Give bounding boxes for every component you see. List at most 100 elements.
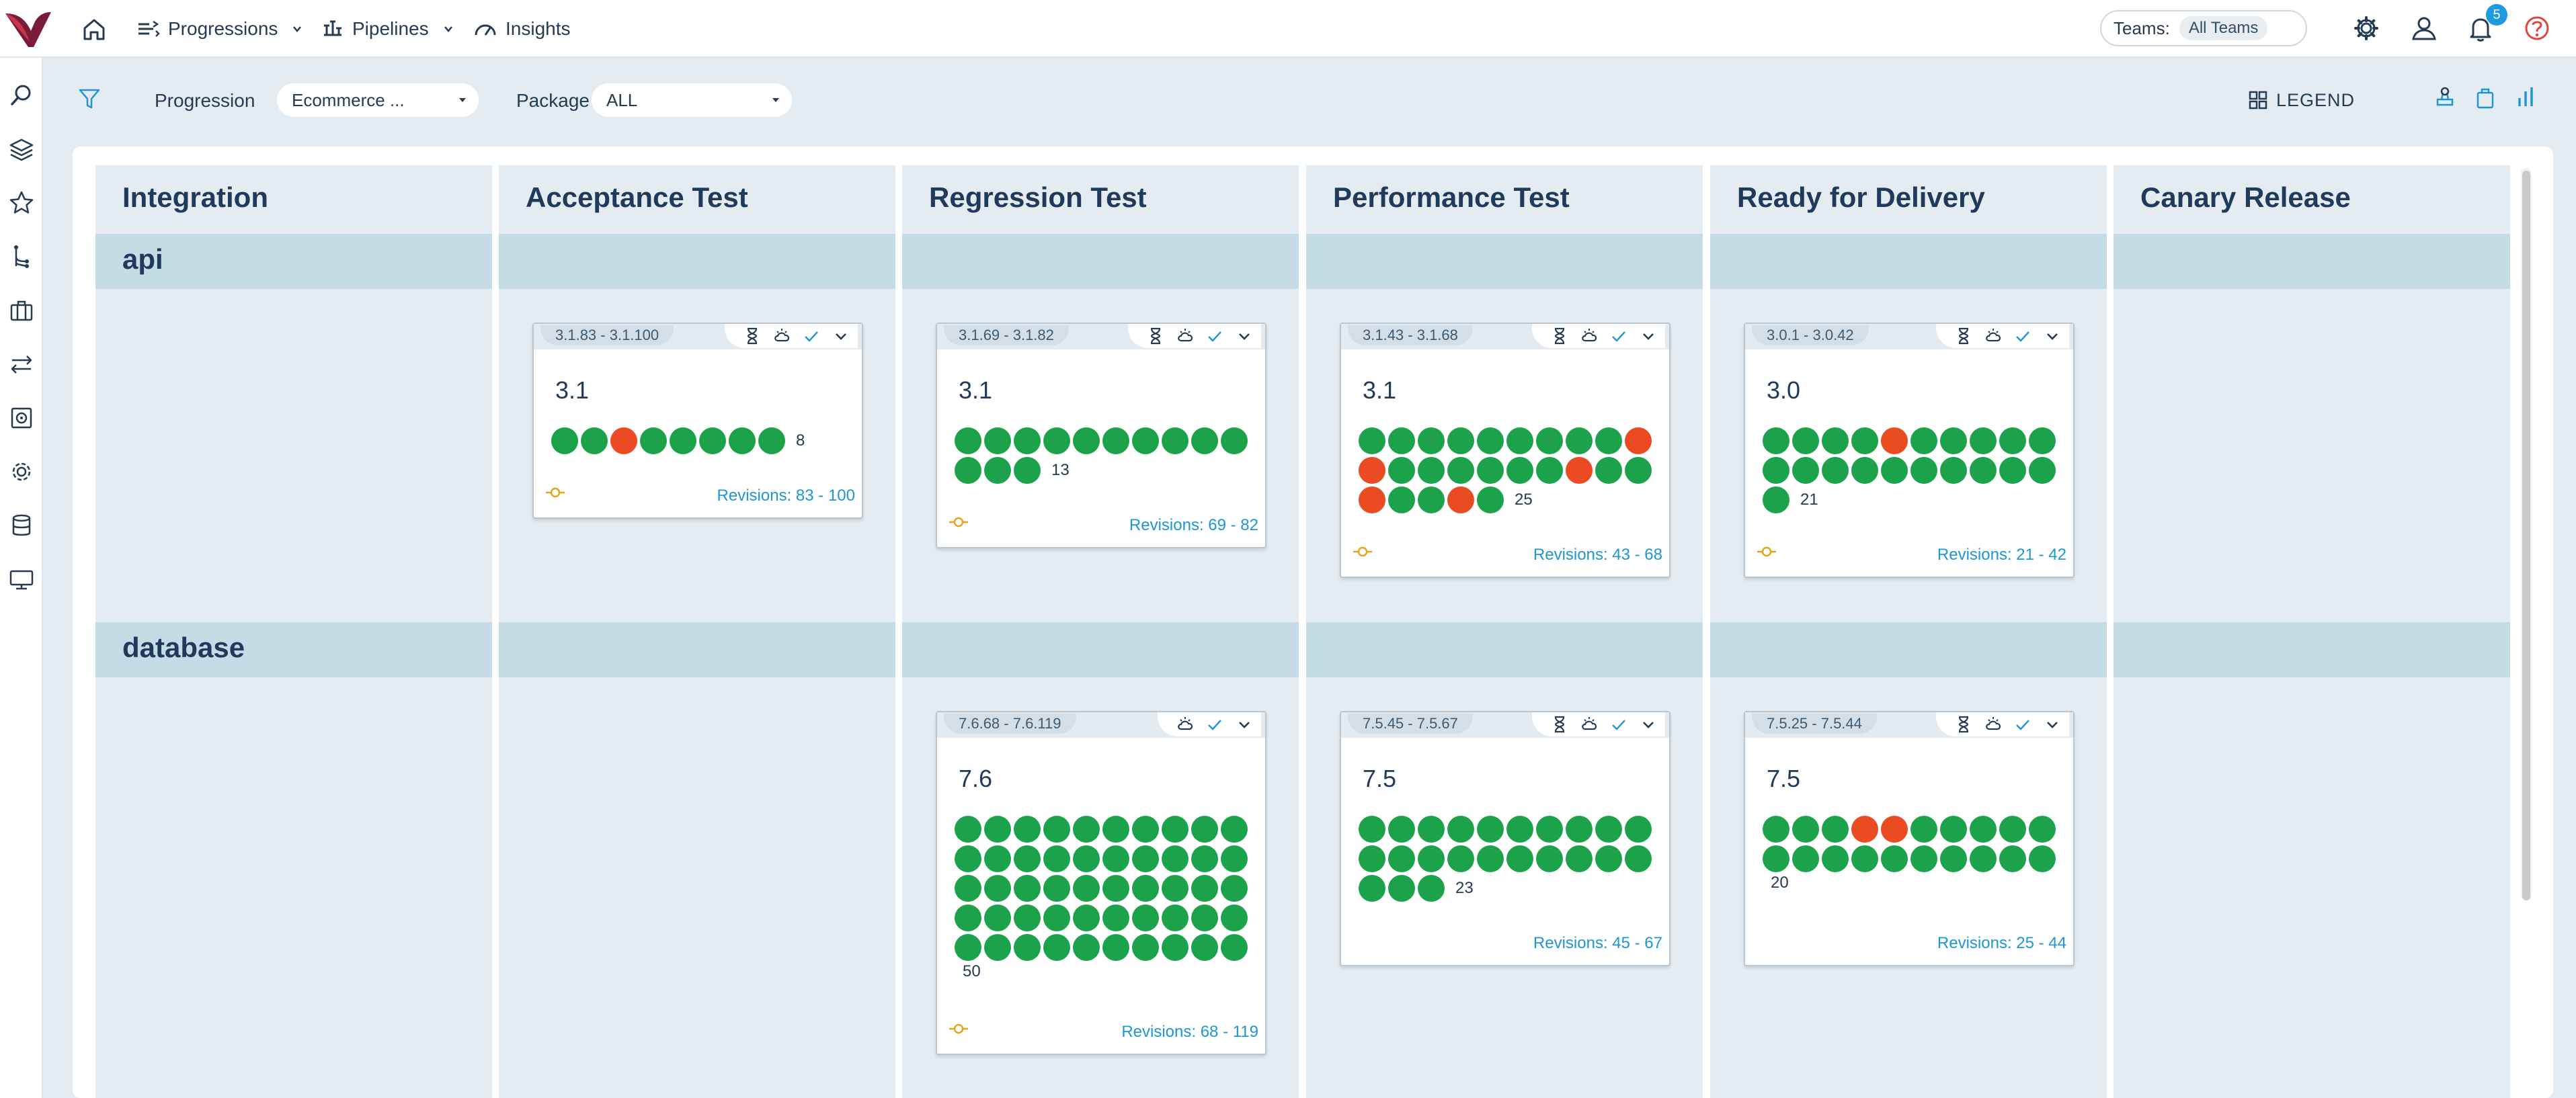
passed-build-dot[interactable] (1191, 934, 1218, 961)
revisions-link[interactable]: Revisions: 83 - 100 (717, 487, 855, 505)
monitor-icon[interactable] (8, 566, 35, 593)
passed-build-dot[interactable] (1102, 875, 1129, 902)
passed-build-dot[interactable] (955, 427, 981, 454)
passed-build-dot[interactable] (1763, 427, 1789, 454)
nav-progressions[interactable]: Progressions (137, 0, 303, 58)
passed-build-dot[interactable] (984, 934, 1011, 961)
passed-build-dot[interactable] (1536, 816, 1563, 843)
passed-build-dot[interactable] (1102, 845, 1129, 872)
passed-build-dot[interactable] (1477, 427, 1504, 454)
passed-build-dot[interactable] (955, 875, 981, 902)
passed-build-dot[interactable] (1910, 816, 1937, 843)
progression-select[interactable]: Ecommerce ... (277, 83, 479, 117)
passed-build-dot[interactable] (955, 904, 981, 931)
settings-icon[interactable] (8, 458, 35, 485)
passed-build-dot[interactable] (1014, 875, 1041, 902)
passed-build-dot[interactable] (1073, 845, 1100, 872)
passed-build-dot[interactable] (1910, 427, 1937, 454)
passed-build-dot[interactable] (1043, 934, 1070, 961)
stamp-icon[interactable] (2432, 85, 2458, 110)
failed-build-dot[interactable] (1625, 427, 1652, 454)
passed-build-dot[interactable] (1763, 457, 1789, 484)
passed-build-dot[interactable] (1132, 904, 1159, 931)
version-card[interactable]: 7.6.68 - 7.6.119 7.6 50 Revisions: 68 - 119 (936, 711, 1266, 1055)
passed-build-dot[interactable] (1851, 845, 1878, 872)
passed-build-dot[interactable] (1162, 934, 1189, 961)
passed-build-dot[interactable] (1014, 457, 1041, 484)
briefcase-icon[interactable] (8, 297, 35, 324)
passed-build-dot[interactable] (1221, 934, 1248, 961)
passed-build-dot[interactable] (1043, 845, 1070, 872)
passed-build-dot[interactable] (1073, 904, 1100, 931)
passed-build-dot[interactable] (984, 457, 1011, 484)
passed-build-dot[interactable] (1763, 487, 1789, 513)
revisions-link[interactable]: Revisions: 68 - 119 (1121, 1023, 1258, 1041)
passed-build-dot[interactable] (1043, 816, 1070, 843)
passed-build-dot[interactable] (955, 816, 981, 843)
chevron-down-icon[interactable] (2042, 326, 2062, 346)
passed-build-dot[interactable] (1477, 816, 1504, 843)
version-card[interactable]: 3.1.69 - 3.1.82 3.1 13 Revisions: 69 - 82 (936, 323, 1266, 548)
passed-build-dot[interactable] (1162, 904, 1189, 931)
passed-build-dot[interactable] (1566, 427, 1593, 454)
transfer-icon[interactable] (8, 351, 35, 378)
passed-build-dot[interactable] (640, 427, 667, 454)
passed-build-dot[interactable] (1970, 816, 1997, 843)
passed-build-dot[interactable] (1822, 427, 1849, 454)
passed-build-dot[interactable] (1536, 427, 1563, 454)
passed-build-dot[interactable] (1940, 457, 1967, 484)
passed-build-dot[interactable] (984, 427, 1011, 454)
revisions-link[interactable]: Revisions: 43 - 68 (1533, 546, 1662, 564)
passed-build-dot[interactable] (1388, 875, 1415, 902)
passed-build-dot[interactable] (1595, 816, 1622, 843)
passed-build-dot[interactable] (1388, 487, 1415, 513)
passed-build-dot[interactable] (1102, 934, 1129, 961)
passed-build-dot[interactable] (1073, 934, 1100, 961)
revisions-link[interactable]: Revisions: 45 - 67 (1533, 934, 1662, 952)
passed-build-dot[interactable] (1447, 457, 1474, 484)
passed-build-dot[interactable] (1595, 427, 1622, 454)
passed-build-dot[interactable] (1102, 816, 1129, 843)
package-icon[interactable] (2472, 85, 2498, 110)
failed-build-dot[interactable] (1566, 457, 1593, 484)
passed-build-dot[interactable] (1191, 427, 1218, 454)
passed-build-dot[interactable] (1506, 845, 1533, 872)
passed-build-dot[interactable] (1221, 904, 1248, 931)
passed-build-dot[interactable] (1940, 427, 1967, 454)
passed-build-dot[interactable] (1388, 427, 1415, 454)
chevron-down-icon[interactable] (2042, 714, 2062, 734)
passed-build-dot[interactable] (955, 934, 981, 961)
version-card[interactable]: 7.5.25 - 7.5.44 7.5 20 Revisions: 25 - 44 (1744, 711, 2075, 966)
passed-build-dot[interactable] (1043, 904, 1070, 931)
passed-build-dot[interactable] (1999, 816, 2026, 843)
passed-build-dot[interactable] (1359, 816, 1385, 843)
passed-build-dot[interactable] (2029, 845, 2056, 872)
failed-build-dot[interactable] (1881, 427, 1908, 454)
help-icon[interactable] (2522, 13, 2552, 43)
passed-build-dot[interactable] (1162, 845, 1189, 872)
passed-build-dot[interactable] (581, 427, 608, 454)
passed-build-dot[interactable] (1388, 816, 1415, 843)
passed-build-dot[interactable] (1221, 875, 1248, 902)
passed-build-dot[interactable] (1221, 816, 1248, 843)
passed-build-dot[interactable] (1102, 427, 1129, 454)
passed-build-dot[interactable] (1418, 845, 1445, 872)
passed-build-dot[interactable] (1506, 457, 1533, 484)
passed-build-dot[interactable] (1418, 816, 1445, 843)
passed-build-dot[interactable] (1014, 845, 1041, 872)
passed-build-dot[interactable] (1536, 845, 1563, 872)
passed-build-dot[interactable] (1970, 457, 1997, 484)
passed-build-dot[interactable] (1625, 816, 1652, 843)
passed-build-dot[interactable] (1792, 427, 1819, 454)
nav-insights[interactable]: Insights (473, 0, 571, 58)
brand-logo[interactable] (4, 8, 52, 50)
passed-build-dot[interactable] (670, 427, 696, 454)
passed-build-dot[interactable] (2029, 816, 2056, 843)
version-card[interactable]: 3.1.83 - 3.1.100 3.1 8 Revisions: 83 - 100 (532, 323, 863, 519)
revisions-link[interactable]: Revisions: 69 - 82 (1129, 516, 1258, 534)
passed-build-dot[interactable] (551, 427, 578, 454)
passed-build-dot[interactable] (1792, 816, 1819, 843)
passed-build-dot[interactable] (984, 816, 1011, 843)
passed-build-dot[interactable] (1132, 427, 1159, 454)
passed-build-dot[interactable] (1043, 427, 1070, 454)
